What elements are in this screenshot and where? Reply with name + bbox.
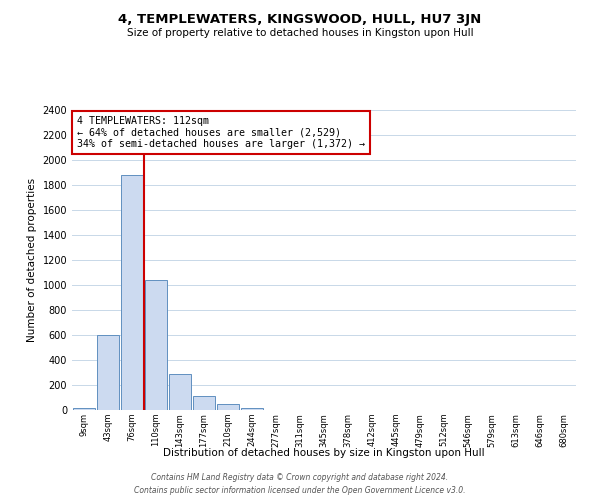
Bar: [121, 175, 143, 410]
Y-axis label: Number of detached properties: Number of detached properties: [27, 178, 37, 342]
Bar: [97, 335, 119, 410]
Text: 4, TEMPLEWATERS, KINGSWOOD, HULL, HU7 3JN: 4, TEMPLEWATERS, KINGSWOOD, HULL, HU7 3J…: [118, 12, 482, 26]
Bar: [217, 404, 239, 410]
Bar: [145, 280, 167, 410]
Text: 4 TEMPLEWATERS: 112sqm
← 64% of detached houses are smaller (2,529)
34% of semi-: 4 TEMPLEWATERS: 112sqm ← 64% of detached…: [77, 116, 365, 149]
Text: Size of property relative to detached houses in Kingston upon Hull: Size of property relative to detached ho…: [127, 28, 473, 38]
Bar: [73, 408, 95, 410]
Bar: [169, 374, 191, 410]
Text: Distribution of detached houses by size in Kingston upon Hull: Distribution of detached houses by size …: [163, 448, 485, 458]
Bar: [241, 408, 263, 410]
Text: Contains HM Land Registry data © Crown copyright and database right 2024.
Contai: Contains HM Land Registry data © Crown c…: [134, 474, 466, 495]
Bar: [193, 396, 215, 410]
